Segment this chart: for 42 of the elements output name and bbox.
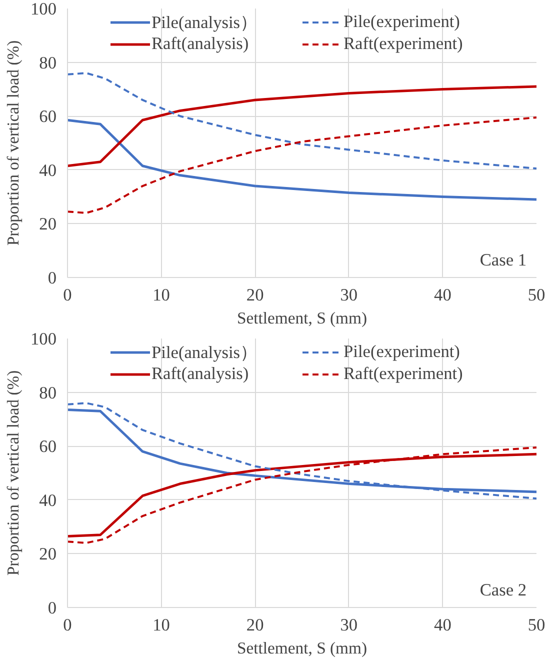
- x-tick-label: 50: [528, 286, 546, 304]
- y-tick-label: 60: [39, 437, 56, 456]
- legend-label: Raft(experiment): [344, 364, 464, 384]
- x-tick-label: 40: [434, 616, 452, 634]
- x-tick-label: 20: [246, 616, 264, 634]
- y-axis-title: Proportion of vertical load (%): [4, 370, 23, 576]
- x-tick-label: 30: [340, 616, 358, 634]
- y-axis-title: Proportion of vertical load (%): [4, 40, 23, 246]
- y-tick-label: 40: [39, 160, 56, 180]
- y-tick-label: 80: [39, 383, 56, 402]
- y-tick-label: 100: [30, 0, 57, 18]
- y-tick-label: 20: [39, 214, 56, 234]
- x-tick-label: 0: [63, 286, 72, 304]
- y-tick-label: 60: [39, 107, 56, 126]
- x-tick-label: 50: [528, 616, 546, 634]
- annotation: Case 1: [480, 250, 527, 270]
- legend-label: Raft(analysis): [152, 364, 250, 384]
- legend-label: Raft(analysis): [152, 34, 250, 54]
- x-tick-label: 20: [246, 286, 264, 304]
- annotation: Case 2: [480, 580, 527, 600]
- line-series: [68, 85, 536, 168]
- x-tick-label: 10: [152, 616, 170, 634]
- line-series: [68, 116, 536, 214]
- legend-label: Pile(experiment): [344, 12, 461, 32]
- y-tick-label: 20: [39, 544, 56, 564]
- x-axis-title: Settlement, S (mm): [237, 308, 367, 328]
- line-series: [68, 118, 536, 201]
- x-tick-label: 40: [434, 286, 452, 304]
- legend-label: Pile(analysis）: [152, 342, 258, 364]
- y-tick-label: 0: [48, 268, 57, 288]
- x-tick-label: 30: [340, 286, 358, 304]
- y-tick-label: 80: [39, 53, 56, 72]
- x-tick-label: 10: [152, 286, 170, 304]
- legend-label: Pile(experiment): [344, 342, 461, 362]
- y-tick-label: 40: [39, 490, 56, 510]
- line-series: [68, 72, 536, 170]
- y-tick-label: 100: [30, 330, 57, 348]
- legend-label: Pile(analysis）: [152, 12, 258, 34]
- y-tick-label: 0: [48, 598, 57, 618]
- legend-label: Raft(experiment): [344, 34, 464, 54]
- x-axis-title: Settlement, S (mm): [237, 638, 367, 658]
- x-tick-label: 0: [63, 616, 72, 634]
